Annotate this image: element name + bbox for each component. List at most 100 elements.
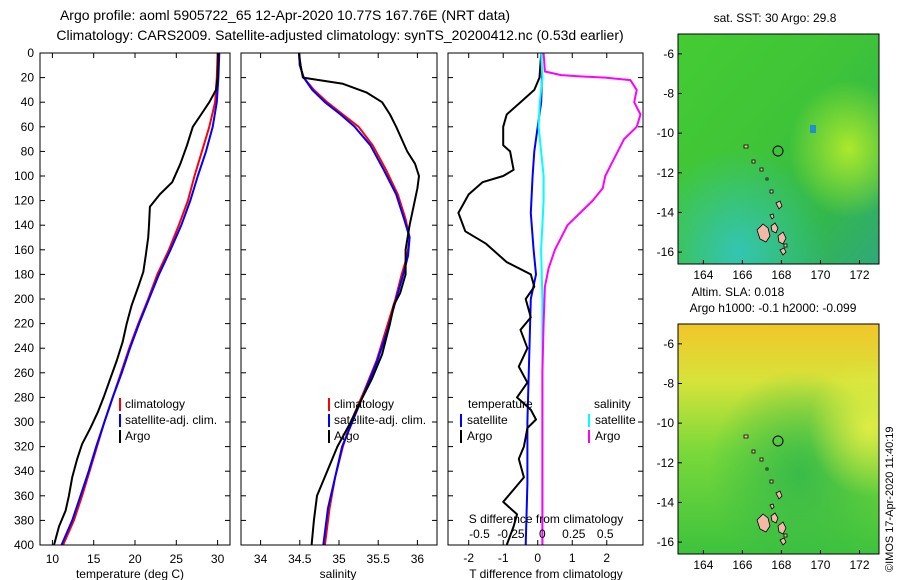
x-tick-label: 10 (46, 552, 60, 566)
x-tick-label: 35.5 (367, 552, 391, 566)
sst-cool-patch (678, 34, 879, 264)
temperature-xlabel: temperature (deg C) (76, 567, 184, 580)
island-shape (756, 513, 771, 533)
s-tick-label: 0 (539, 527, 546, 541)
sla-map-title-2: Argo h1000: -0.1 h2000: -0.099 (690, 301, 857, 315)
x-tick-label: 25 (170, 552, 184, 566)
island-shape (783, 533, 788, 538)
y-tick-label: 220 (14, 317, 34, 331)
lat-tick-label: -16 (657, 245, 675, 259)
y-tick-label: 360 (14, 489, 34, 503)
temperature-panel: 10 15 20 25 30 0 20 40 60 80 100 120 140 160 180 200 22… (14, 46, 231, 580)
lon-tick-label: 166 (732, 268, 752, 282)
island-shape (783, 243, 788, 248)
lat-tick-label: -8 (663, 86, 674, 100)
y-tick-label: 240 (14, 341, 34, 355)
legend-label-argo: Argo (334, 429, 360, 443)
lon-tick-label: 164 (693, 558, 713, 572)
difference-panel: -2 -1 0 1 2 -0.5 -0.25 0 0.25 0.5 S difference f… (447, 52, 644, 580)
temperature-difference-legend: temperature satellite Argo (460, 397, 533, 443)
island-shape (751, 159, 756, 164)
island-shape (779, 537, 787, 546)
island-shape (779, 247, 787, 256)
lat-tick-label: -10 (657, 416, 675, 430)
difference-frame (447, 52, 644, 546)
y-tick-label: 340 (14, 464, 34, 478)
y-tick-label: 260 (14, 366, 34, 380)
sst-islands (743, 144, 788, 256)
salinity-frame (240, 52, 438, 546)
series-line-temperature-satellite (524, 52, 543, 546)
salinity-difference-legend: salinity satellite Argo (588, 397, 636, 443)
x-tick-label: 15 (87, 552, 101, 566)
title-line-2: Climatology: CARS2009. Satellite-adjuste… (56, 27, 623, 43)
salinity-panel: 34 34.5 35 35.5 36 salinity climatology sate… (240, 52, 438, 580)
island-shape (759, 167, 764, 172)
lat-tick-label: -6 (663, 47, 674, 61)
island-shape (756, 223, 771, 243)
legend-title-salinity: salinity (594, 397, 631, 411)
series-line-argo (298, 52, 420, 546)
lat-tick-label: -8 (663, 376, 674, 390)
lon-tick-label: 172 (849, 268, 869, 282)
y-tick-label: 0 (27, 46, 34, 60)
lat-tick-label: -10 (657, 126, 675, 140)
temperature-frame (39, 52, 231, 546)
x-tick-label: 30 (211, 552, 225, 566)
lon-tick-label: 166 (732, 558, 752, 572)
x-tick-label: 36 (411, 552, 425, 566)
y-tick-label: 160 (14, 243, 34, 257)
s-tick-label: 0.5 (597, 527, 614, 541)
island-shape (775, 490, 783, 500)
legend-label-argo: Argo (125, 429, 151, 443)
sla-argo-position (772, 435, 784, 447)
island-shape (770, 512, 779, 524)
legend-label-climatology: climatology (334, 397, 394, 411)
series-line-satellite-adj-clim- (60, 52, 221, 546)
lon-tick-label: 164 (693, 268, 713, 282)
s-tick-label: 0.25 (562, 527, 586, 541)
legend-label-satellite: satellite-adj. clim. (334, 413, 426, 427)
y-tick-label: 40 (21, 95, 35, 109)
sst-map-title: sat. SST: 30 Argo: 29.8 (714, 11, 837, 25)
sla-yellow-patch (678, 324, 879, 554)
credit-stamp: ©IMOS 17-Apr-2020 11:40:19 (884, 427, 896, 572)
lat-tick-label: -14 (657, 495, 675, 509)
temperature-legend: climatology satellite-adj. clim. Argo (119, 397, 217, 443)
s-tick-label: -0.25 (497, 527, 525, 541)
s-tick-label: -0.5 (469, 527, 490, 541)
island-shape (743, 434, 749, 439)
lat-tick-label: -12 (657, 456, 675, 470)
y-tick-label: 320 (14, 440, 34, 454)
sst-map: sat. SST: 30 Argo: 29.8 164 166 168 170 172 -… (657, 11, 880, 282)
island-shape (769, 213, 775, 220)
legend-label-temp-argo: Argo (467, 429, 493, 443)
island-shape (777, 521, 787, 535)
y-tick-label: 300 (14, 415, 34, 429)
x-tick-label: 20 (128, 552, 142, 566)
y-tick-label: 280 (14, 390, 34, 404)
x-tick-label: 34 (254, 552, 268, 566)
island-shape (743, 144, 749, 149)
series-line-temperature-argo (457, 52, 543, 546)
legend-label-sal-satellite: satellite (595, 413, 636, 427)
legend-label-satellite: satellite-adj. clim. (125, 413, 217, 427)
lon-tick-label: 170 (810, 268, 830, 282)
y-tick-label: 180 (14, 267, 34, 281)
salinity-xlabel: salinity (320, 567, 357, 580)
s-difference-label: S difference from climatology (469, 512, 624, 526)
island-shape (770, 222, 779, 234)
x-tick-label: 0 (534, 551, 541, 565)
lon-tick-label: 168 (771, 268, 791, 282)
x-tick-label: 2 (603, 551, 610, 565)
series-line-salinity-argo (541, 52, 642, 545)
island-shape (759, 457, 764, 462)
island-shape (765, 467, 769, 471)
lon-tick-label: 168 (771, 558, 791, 572)
x-tick-label: -2 (463, 551, 474, 565)
lon-tick-label: 172 (849, 558, 869, 572)
island-shape (765, 177, 769, 181)
island-shape (751, 449, 756, 454)
sla-frame (677, 323, 880, 555)
